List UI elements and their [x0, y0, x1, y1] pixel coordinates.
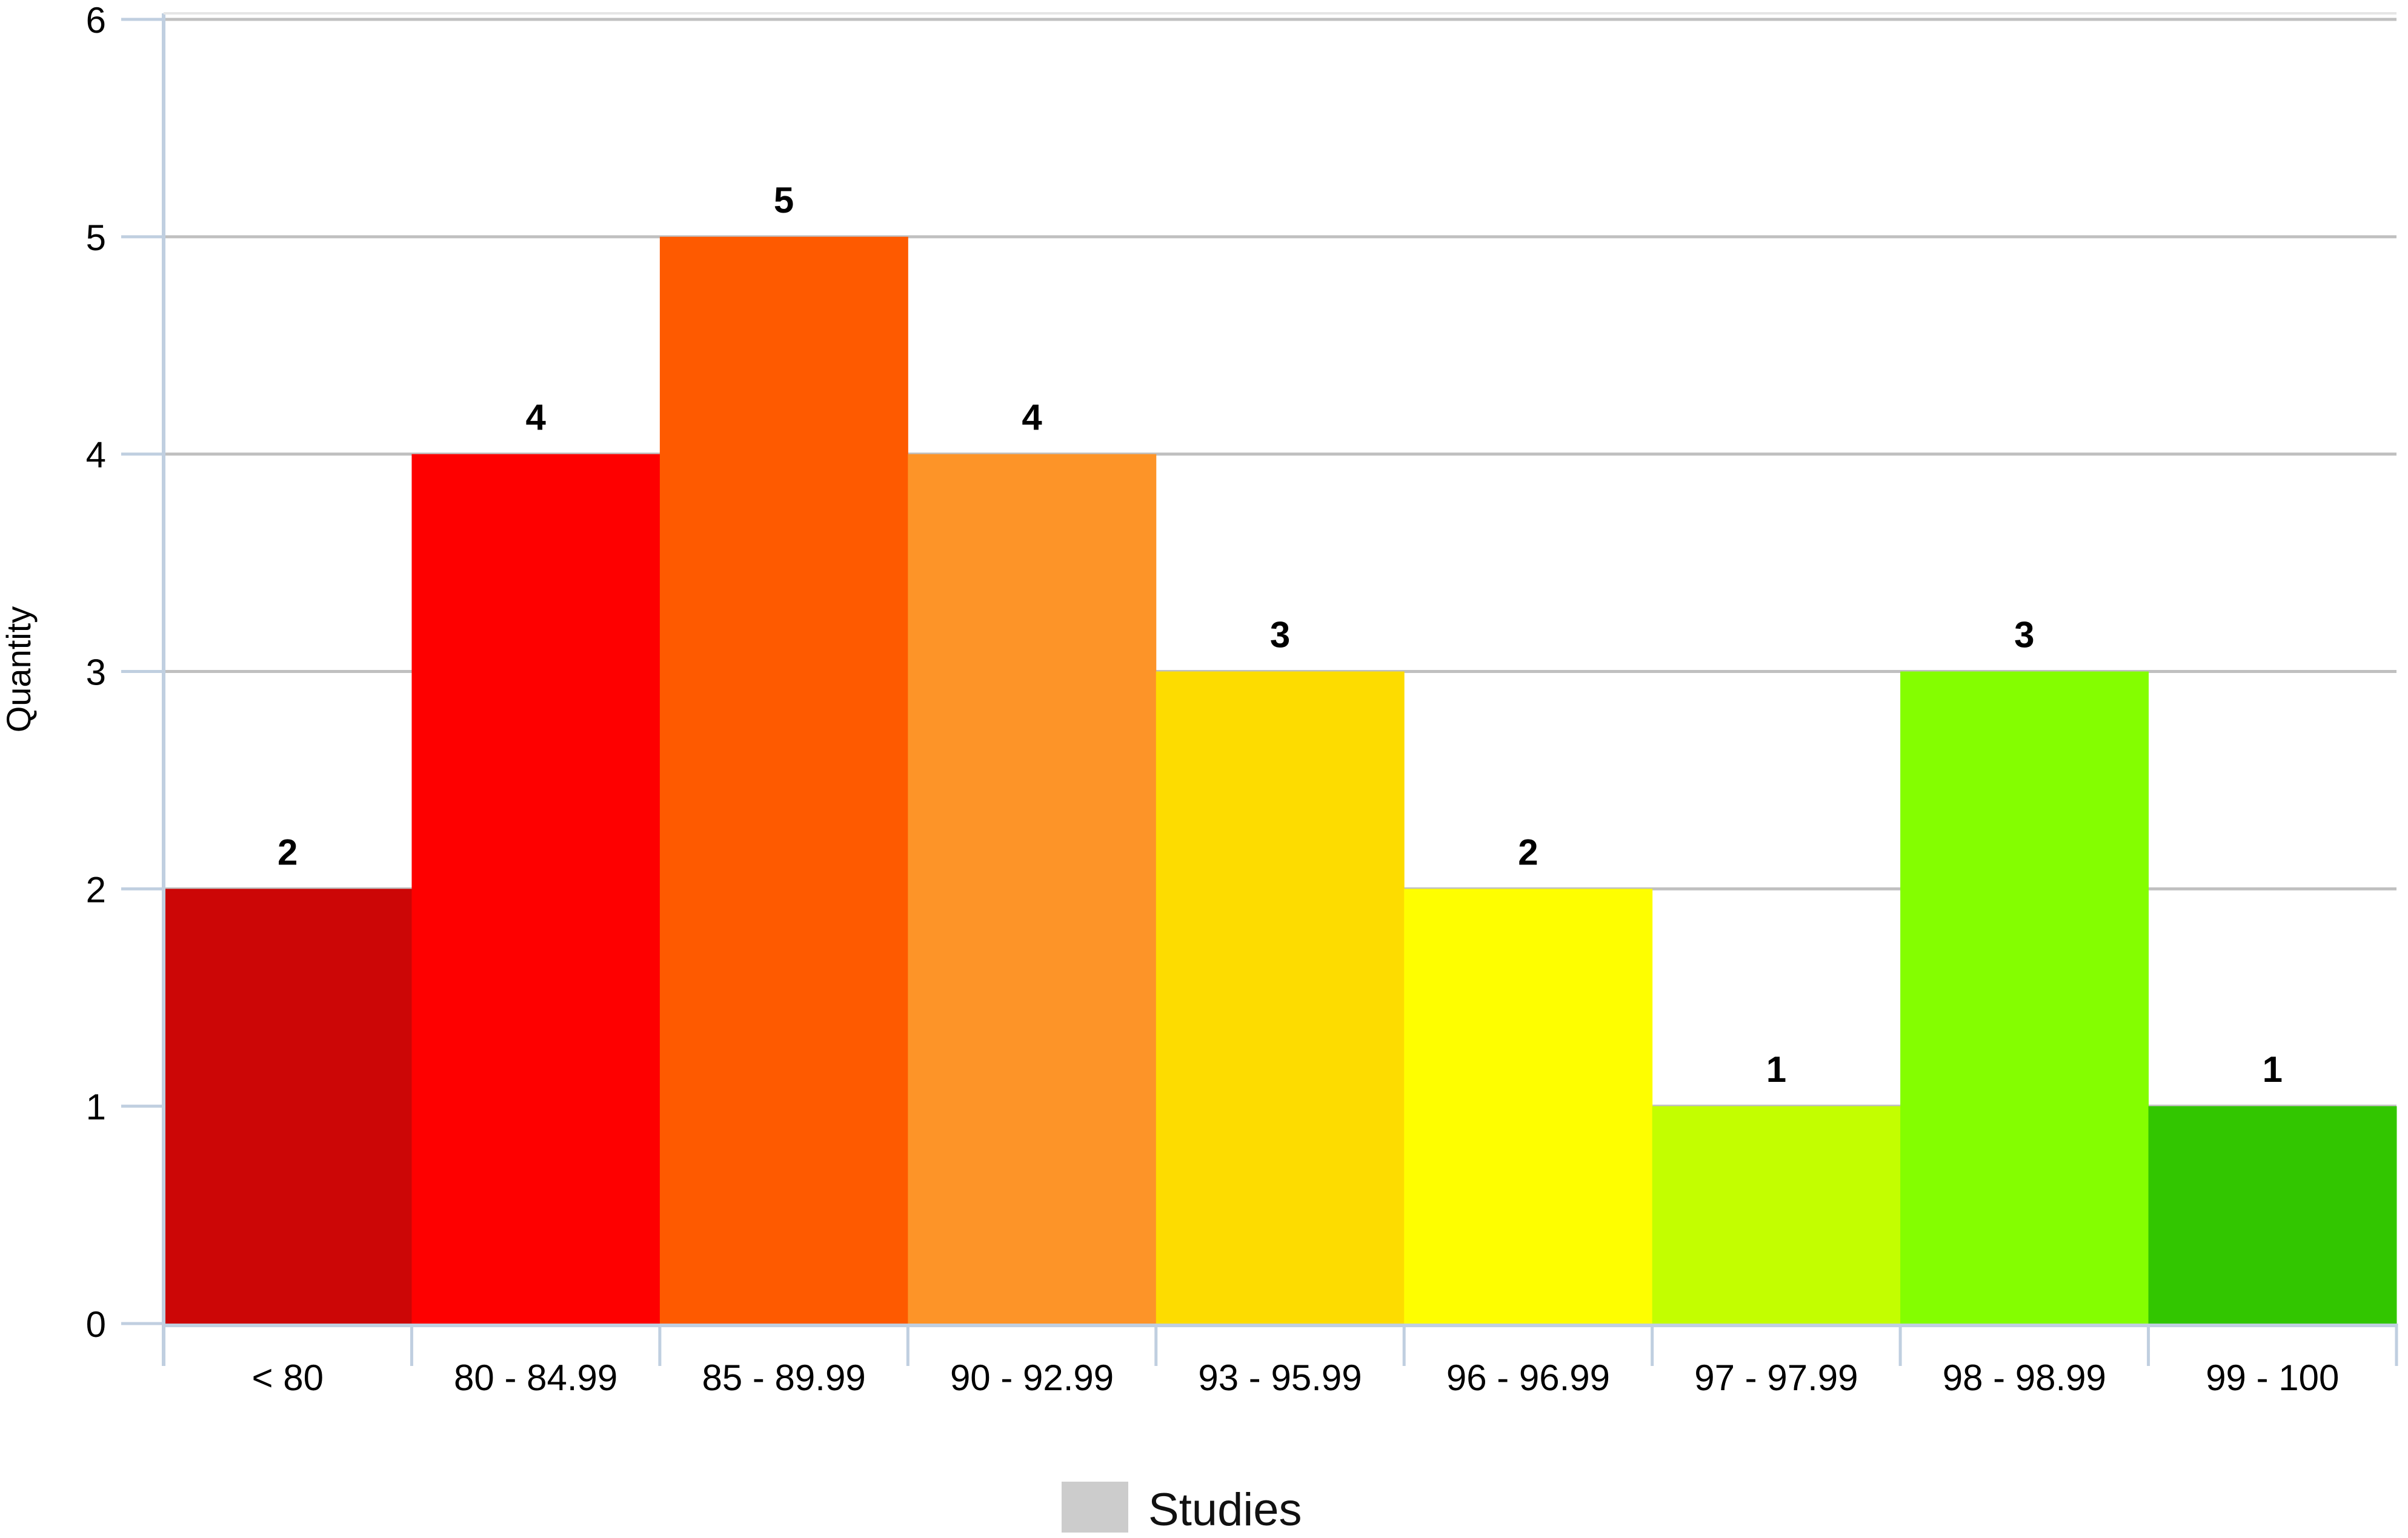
y-axis-title: Quantity	[0, 606, 38, 733]
legend-swatch[interactable]	[1062, 1482, 1128, 1533]
y-tick-label-6: 6	[86, 0, 106, 41]
bar-2[interactable]	[659, 236, 908, 1324]
x-tick-label-7: 98 - 98.99	[1943, 1357, 2106, 1398]
x-tick-label-3: 90 - 92.99	[950, 1357, 1114, 1398]
bar-8[interactable]	[2148, 1106, 2397, 1324]
data-label-0: 2	[278, 832, 298, 872]
y-tick-label-5: 5	[86, 217, 106, 258]
y-tick-label-4: 4	[86, 435, 106, 476]
data-label-6: 1	[1766, 1049, 1786, 1090]
data-label-5: 2	[1518, 832, 1538, 872]
bar-0[interactable]	[164, 889, 412, 1324]
y-tick-label-1: 1	[86, 1087, 106, 1127]
bar-7[interactable]	[1900, 671, 2149, 1324]
x-tick-label-4: 93 - 95.99	[1198, 1357, 1362, 1398]
x-tick-label-6: 97 - 97.99	[1694, 1357, 1858, 1398]
axes	[121, 12, 2398, 1366]
data-label-7: 3	[2014, 615, 2034, 655]
data-label-1: 4	[525, 397, 546, 438]
data-label-4: 3	[1270, 615, 1290, 655]
bar-3[interactable]	[908, 454, 1157, 1324]
x-tick-label-2: 85 - 89.99	[702, 1357, 866, 1398]
data-label-2: 5	[774, 180, 794, 220]
data-label-3: 4	[1022, 397, 1042, 438]
y-tick-label-2: 2	[86, 869, 106, 910]
bars	[164, 236, 2397, 1324]
x-tick-label-1: 80 - 84.99	[454, 1357, 617, 1398]
x-tick-label-5: 96 - 96.99	[1446, 1357, 1610, 1398]
legend-label-studies[interactable]: Studies	[1148, 1484, 1302, 1536]
data-label-8: 1	[2263, 1049, 2283, 1090]
bar-1[interactable]	[411, 454, 660, 1324]
y-tick-label-3: 3	[86, 652, 106, 693]
labels: 0 1 2 3 4 5 6 2 < 80 4 80 - 84.99 5 85 - 89.99 4 90 - …	[86, 0, 2340, 1398]
x-tick-label-0: < 80	[251, 1357, 323, 1398]
y-tick-label-0: 0	[86, 1304, 106, 1345]
legend[interactable]: Studies	[1062, 1482, 1302, 1536]
x-tick-label-8: 99 - 100	[2206, 1357, 2339, 1398]
bar-5[interactable]	[1404, 889, 1653, 1324]
bar-6[interactable]	[1652, 1106, 1901, 1324]
bar-4[interactable]	[1156, 671, 1405, 1324]
